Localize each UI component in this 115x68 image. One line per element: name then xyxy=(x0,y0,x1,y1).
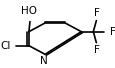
Text: N: N xyxy=(39,56,47,66)
Text: F: F xyxy=(94,8,99,18)
Text: HO: HO xyxy=(21,6,37,16)
Text: Cl: Cl xyxy=(0,41,11,51)
Text: F: F xyxy=(109,27,115,37)
Text: F: F xyxy=(94,45,99,55)
